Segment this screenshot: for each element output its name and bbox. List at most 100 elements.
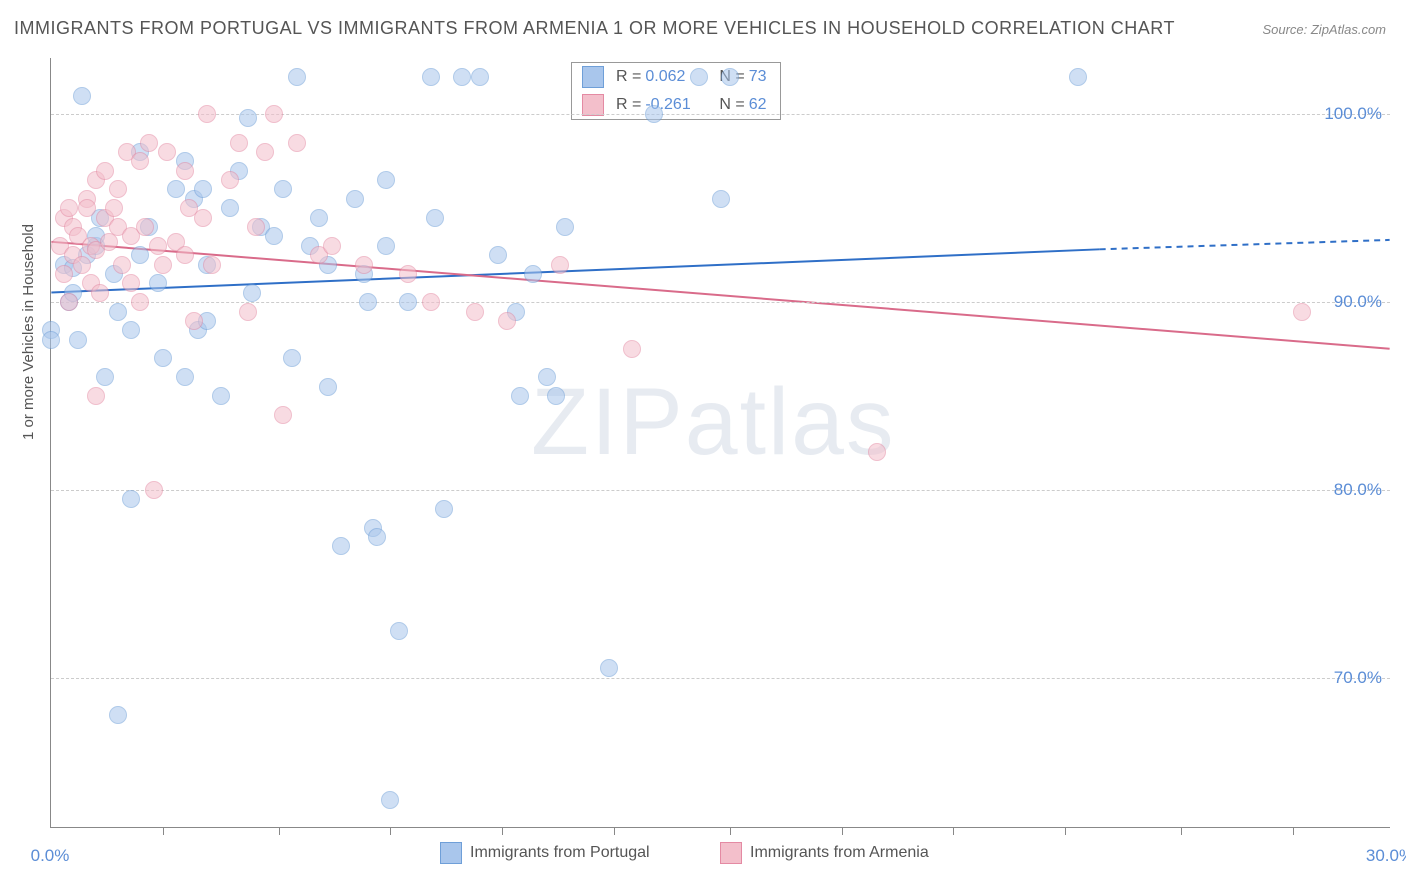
scatter-point xyxy=(109,180,127,198)
scatter-point xyxy=(60,199,78,217)
y-tick-label: 70.0% xyxy=(1334,668,1382,688)
x-tick xyxy=(390,827,391,835)
scatter-point xyxy=(645,105,663,123)
scatter-point xyxy=(194,180,212,198)
scatter-point xyxy=(274,406,292,424)
scatter-point xyxy=(538,368,556,386)
legend-label: Immigrants from Armenia xyxy=(750,844,929,862)
legend-label: Immigrants from Portugal xyxy=(470,844,650,862)
scatter-point xyxy=(42,331,60,349)
correlation-legend: R =0.062N =73R =-0.261N =62 xyxy=(571,62,781,120)
r-label: R = xyxy=(616,68,641,86)
scatter-point xyxy=(55,265,73,283)
n-value: 62 xyxy=(749,96,767,114)
scatter-point xyxy=(471,68,489,86)
scatter-point xyxy=(288,68,306,86)
series-legend-item: Immigrants from Armenia xyxy=(720,842,929,864)
scatter-point xyxy=(355,256,373,274)
chart-title: IMMIGRANTS FROM PORTUGAL VS IMMIGRANTS F… xyxy=(14,18,1175,39)
scatter-point xyxy=(136,218,154,236)
scatter-point xyxy=(551,256,569,274)
scatter-point xyxy=(154,256,172,274)
scatter-chart: ZIPatlas R =0.062N =73R =-0.261N =62 70.… xyxy=(50,58,1390,828)
legend-swatch xyxy=(582,94,604,116)
scatter-point xyxy=(221,199,239,217)
scatter-point xyxy=(73,87,91,105)
source-attribution: Source: ZipAtlas.com xyxy=(1262,22,1386,37)
scatter-point xyxy=(140,134,158,152)
scatter-point xyxy=(122,274,140,292)
scatter-point xyxy=(332,537,350,555)
scatter-point xyxy=(60,293,78,311)
scatter-point xyxy=(319,378,337,396)
legend-row: R =0.062N =73 xyxy=(572,63,780,91)
scatter-point xyxy=(131,152,149,170)
y-tick-label: 80.0% xyxy=(1334,480,1382,500)
x-tick xyxy=(842,827,843,835)
scatter-point xyxy=(109,303,127,321)
scatter-point xyxy=(288,134,306,152)
scatter-point xyxy=(167,180,185,198)
scatter-point xyxy=(69,331,87,349)
r-label: R = xyxy=(616,96,641,114)
scatter-point xyxy=(96,368,114,386)
scatter-point xyxy=(359,293,377,311)
x-tick xyxy=(279,827,280,835)
y-axis-label: 1 or more Vehicles in Household xyxy=(20,224,37,440)
scatter-point xyxy=(623,340,641,358)
scatter-point xyxy=(381,791,399,809)
scatter-point xyxy=(368,528,386,546)
scatter-point xyxy=(399,293,417,311)
scatter-point xyxy=(466,303,484,321)
scatter-point xyxy=(176,246,194,264)
scatter-point xyxy=(105,199,123,217)
scatter-point xyxy=(377,171,395,189)
scatter-point xyxy=(283,349,301,367)
scatter-point xyxy=(78,199,96,217)
scatter-point xyxy=(390,622,408,640)
legend-swatch xyxy=(440,842,462,864)
scatter-point xyxy=(230,134,248,152)
grid-line xyxy=(51,678,1390,679)
scatter-point xyxy=(73,256,91,274)
scatter-point xyxy=(453,68,471,86)
scatter-point xyxy=(154,349,172,367)
scatter-point xyxy=(265,105,283,123)
scatter-point xyxy=(547,387,565,405)
scatter-point xyxy=(91,284,109,302)
x-tick xyxy=(163,827,164,835)
scatter-point xyxy=(1069,68,1087,86)
scatter-point xyxy=(96,162,114,180)
scatter-point xyxy=(498,312,516,330)
scatter-point xyxy=(422,68,440,86)
scatter-point xyxy=(87,387,105,405)
scatter-point xyxy=(194,209,212,227)
x-tick xyxy=(730,827,731,835)
scatter-point xyxy=(868,443,886,461)
x-tick xyxy=(1293,827,1294,835)
scatter-point xyxy=(122,321,140,339)
scatter-point xyxy=(274,180,292,198)
trend-lines xyxy=(51,58,1390,827)
scatter-point xyxy=(256,143,274,161)
scatter-point xyxy=(109,706,127,724)
y-tick-label: 100.0% xyxy=(1324,104,1382,124)
scatter-point xyxy=(221,171,239,189)
scatter-point xyxy=(198,105,216,123)
scatter-point xyxy=(712,190,730,208)
scatter-point xyxy=(426,209,444,227)
scatter-point xyxy=(203,256,221,274)
scatter-point xyxy=(145,481,163,499)
scatter-point xyxy=(524,265,542,283)
scatter-point xyxy=(185,312,203,330)
x-tick xyxy=(614,827,615,835)
n-label: N = xyxy=(719,96,744,114)
scatter-point xyxy=(239,303,257,321)
watermark-text: ZIPatlas xyxy=(531,368,895,477)
scatter-point xyxy=(131,246,149,264)
scatter-point xyxy=(131,293,149,311)
scatter-point xyxy=(265,227,283,245)
scatter-point xyxy=(377,237,395,255)
scatter-point xyxy=(422,293,440,311)
x-tick xyxy=(1065,827,1066,835)
